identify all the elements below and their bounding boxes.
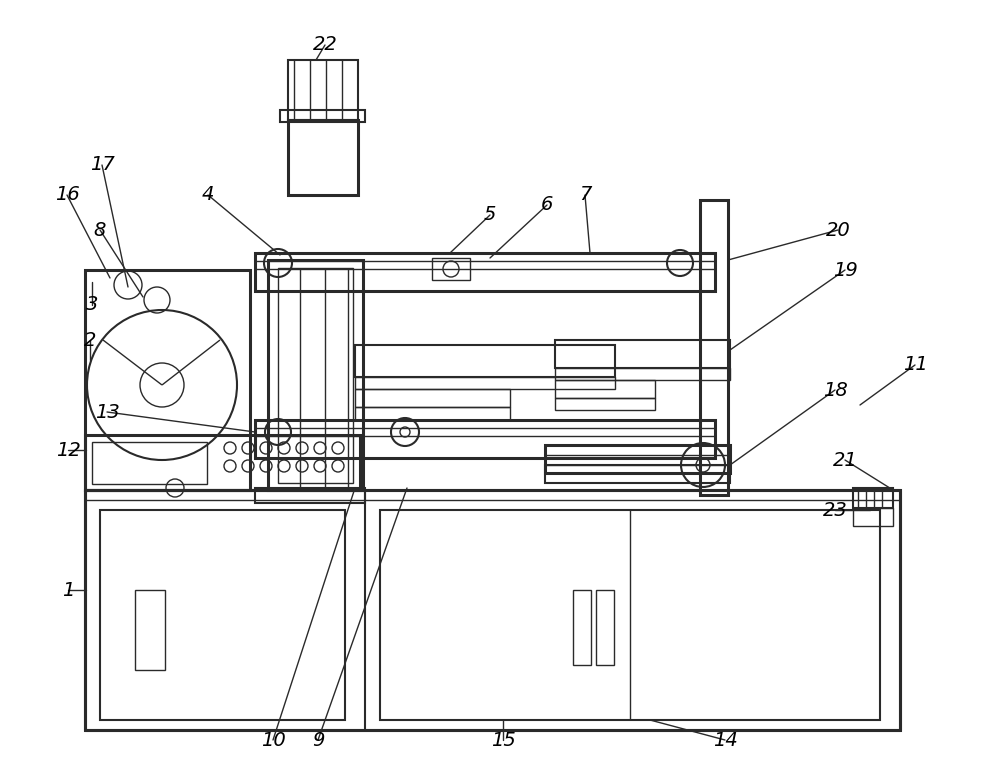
Bar	[555, 340, 730, 368]
Bar	[255, 488, 365, 503]
Bar	[555, 398, 655, 410]
Bar	[92, 442, 207, 484]
Bar	[255, 420, 715, 458]
Bar	[288, 120, 358, 195]
Text: 6: 6	[541, 195, 553, 215]
Bar	[85, 435, 360, 490]
Text: 7: 7	[579, 185, 591, 205]
Text: 5: 5	[484, 205, 496, 225]
Bar	[85, 490, 900, 730]
Bar	[432, 258, 470, 280]
Bar	[555, 368, 730, 380]
Text: 16: 16	[55, 185, 79, 205]
Bar	[853, 508, 893, 526]
Text: 13: 13	[95, 402, 119, 422]
Text: 19: 19	[833, 260, 857, 280]
Bar	[545, 455, 730, 465]
Text: 22: 22	[313, 36, 337, 54]
Bar	[355, 389, 510, 407]
Bar	[573, 590, 591, 665]
Bar	[255, 253, 715, 291]
Bar	[380, 510, 880, 720]
Text: 4: 4	[202, 185, 214, 205]
Bar	[268, 260, 363, 490]
Text: 20: 20	[826, 221, 850, 239]
Text: 1: 1	[62, 580, 74, 600]
Bar	[545, 465, 730, 483]
Text: 10: 10	[261, 731, 285, 749]
Text: 3: 3	[86, 295, 98, 315]
Bar	[288, 60, 358, 120]
Bar	[278, 268, 353, 483]
Bar	[700, 200, 728, 495]
Bar	[853, 488, 893, 508]
Text: 11: 11	[903, 356, 927, 374]
Bar	[355, 407, 510, 420]
Text: 15: 15	[491, 731, 515, 749]
Bar	[135, 590, 165, 670]
Text: 21: 21	[833, 450, 857, 470]
Bar	[545, 445, 730, 473]
Text: 9: 9	[312, 731, 324, 749]
Bar	[100, 510, 345, 720]
Bar	[355, 345, 615, 377]
Bar	[555, 380, 655, 398]
Text: 23: 23	[823, 501, 847, 519]
Text: 14: 14	[713, 731, 737, 749]
Bar	[280, 110, 365, 122]
Bar	[85, 270, 250, 490]
Bar	[596, 590, 614, 665]
Text: 17: 17	[90, 156, 114, 174]
Text: 12: 12	[56, 440, 80, 460]
Text: 8: 8	[94, 221, 106, 239]
Bar	[355, 377, 615, 389]
Text: 18: 18	[823, 381, 847, 399]
Text: 2: 2	[84, 330, 96, 350]
